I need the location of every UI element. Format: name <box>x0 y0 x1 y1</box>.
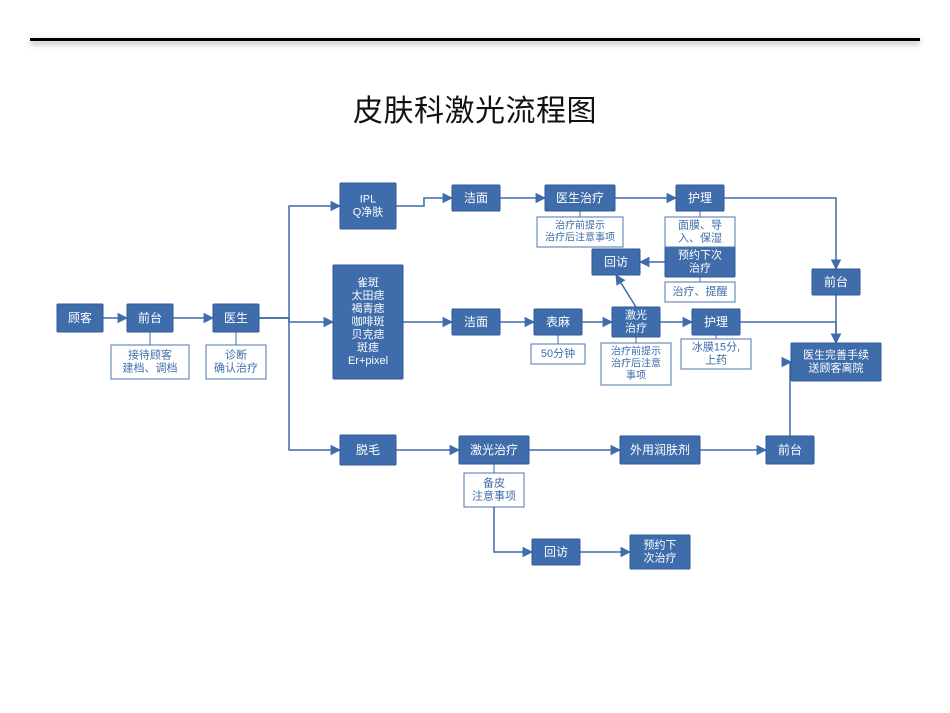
annot-label: 入、保湿 <box>678 231 722 245</box>
node-clean1: 洁面 <box>452 185 500 211</box>
node-label: 洁面 <box>464 191 488 205</box>
node-front3: 前台 <box>766 436 814 464</box>
node-book1: 预约下次治疗 <box>665 247 735 277</box>
node-label: 预约下 <box>644 539 677 552</box>
node-label: 洁面 <box>464 315 488 329</box>
annot-label: 确认治疗 <box>214 361 258 375</box>
annot-label: 治疗后注意事项 <box>545 231 615 244</box>
node-label: 次治疗 <box>644 551 677 565</box>
node-hair: 脱毛 <box>340 435 396 465</box>
node-laser3: 激光治疗 <box>459 436 529 464</box>
node-label: Q净肤 <box>353 205 384 219</box>
node-label: 太田痣 <box>352 288 385 302</box>
edge <box>616 275 636 307</box>
annot-label: 治疗、提醒 <box>673 284 728 298</box>
node-doc_treat: 医生治疗 <box>545 185 615 211</box>
edge <box>494 507 532 552</box>
node-label: 脱毛 <box>356 442 380 457</box>
annot-label: 面膜、导 <box>678 219 722 232</box>
annot-a_doctor: 诊断确认治疗 <box>206 345 266 379</box>
node-label: 前台 <box>778 442 802 457</box>
node-discharge: 医生完善手续送顾客离院 <box>791 343 881 381</box>
annot-a_anesth: 50分钟 <box>531 344 585 364</box>
node-revisit2: 回访 <box>532 539 580 565</box>
node-label: 送顾客离院 <box>809 361 864 375</box>
node-front1: 前台 <box>127 304 173 332</box>
node-revisit1: 回访 <box>592 249 640 275</box>
edge <box>259 206 340 318</box>
node-label: 医生 <box>224 311 248 325</box>
node-label: 治疗 <box>625 321 647 335</box>
node-label: 贝克痣 <box>352 327 385 341</box>
node-laser2: 激光治疗 <box>612 307 660 337</box>
node-care1: 护理 <box>676 185 724 211</box>
node-label: IPL <box>360 194 377 206</box>
node-label: 前台 <box>138 310 162 325</box>
node-label: 回访 <box>604 255 628 269</box>
node-emoll: 外用润肤剂 <box>620 436 700 464</box>
annot-label: 事项 <box>626 369 646 382</box>
node-front2: 前台 <box>812 269 860 295</box>
annot-label: 50分钟 <box>541 346 575 360</box>
edge <box>396 198 452 206</box>
annot-label: 冰膜15分, <box>692 341 740 354</box>
annot-label: 治疗前提示 <box>611 345 661 358</box>
annot-a_doc_treat: 治疗前提示治疗后注意事项 <box>537 217 623 247</box>
node-label: 激光治疗 <box>470 443 518 457</box>
annot-label: 治疗后注意 <box>611 357 661 370</box>
node-anesth: 表麻 <box>534 309 582 335</box>
node-doctor: 医生 <box>213 304 259 332</box>
node-label: 顾客 <box>68 310 92 325</box>
annot-a_laser3: 备皮注意事项 <box>464 473 524 507</box>
node-label: 咖啡斑 <box>352 314 385 328</box>
annot-a_care2: 冰膜15分,上药 <box>681 339 751 369</box>
edge <box>724 198 836 269</box>
node-care2: 护理 <box>692 309 740 335</box>
node-ipl: IPLQ净肤 <box>340 183 396 229</box>
flowchart: 顾客前台医生IPLQ净肤雀斑太田痣褐青痣咖啡斑贝克痣斑痣Er+pixel脱毛洁面… <box>0 0 950 713</box>
annot-a_front1: 接待顾客建档、调档 <box>111 345 189 379</box>
node-label: Er+pixel <box>348 355 388 367</box>
annot-label: 诊断 <box>225 348 247 362</box>
node-label: 医生完善手续 <box>803 348 869 362</box>
node-label: 雀斑 <box>357 276 379 289</box>
node-label: 医生治疗 <box>556 191 604 205</box>
node-label: 治疗 <box>689 261 711 275</box>
annot-label: 建档、调档 <box>123 361 178 375</box>
annot-a_book1: 治疗、提醒 <box>665 282 735 302</box>
annot-label: 接待顾客 <box>128 348 172 362</box>
node-label: 预约下次 <box>678 248 722 262</box>
annot-a_care1: 面膜、导入、保湿 <box>665 217 735 247</box>
node-label: 回访 <box>544 545 568 559</box>
annot-label: 备皮 <box>483 476 505 490</box>
node-label: 褐青痣 <box>352 301 385 315</box>
annot-label: 上药 <box>705 354 727 367</box>
node-label: 斑痣 <box>357 340 379 354</box>
annot-label: 注意事项 <box>472 489 516 503</box>
node-book2: 预约下次治疗 <box>630 535 690 569</box>
node-label: 护理 <box>688 191 712 205</box>
node-label: 护理 <box>704 315 728 329</box>
node-clean2: 洁面 <box>452 309 500 335</box>
edge <box>259 318 340 450</box>
node-label: 外用润肤剂 <box>630 442 690 457</box>
edge <box>740 322 836 343</box>
node-label: 前台 <box>824 274 848 289</box>
node-customer: 顾客 <box>57 304 103 332</box>
annot-a_laser2: 治疗前提示治疗后注意事项 <box>601 343 671 385</box>
node-label: 表麻 <box>546 314 570 329</box>
annot-label: 治疗前提示 <box>555 219 605 232</box>
node-freckle: 雀斑太田痣褐青痣咖啡斑贝克痣斑痣Er+pixel <box>333 265 403 379</box>
node-label: 激光 <box>625 308 647 322</box>
